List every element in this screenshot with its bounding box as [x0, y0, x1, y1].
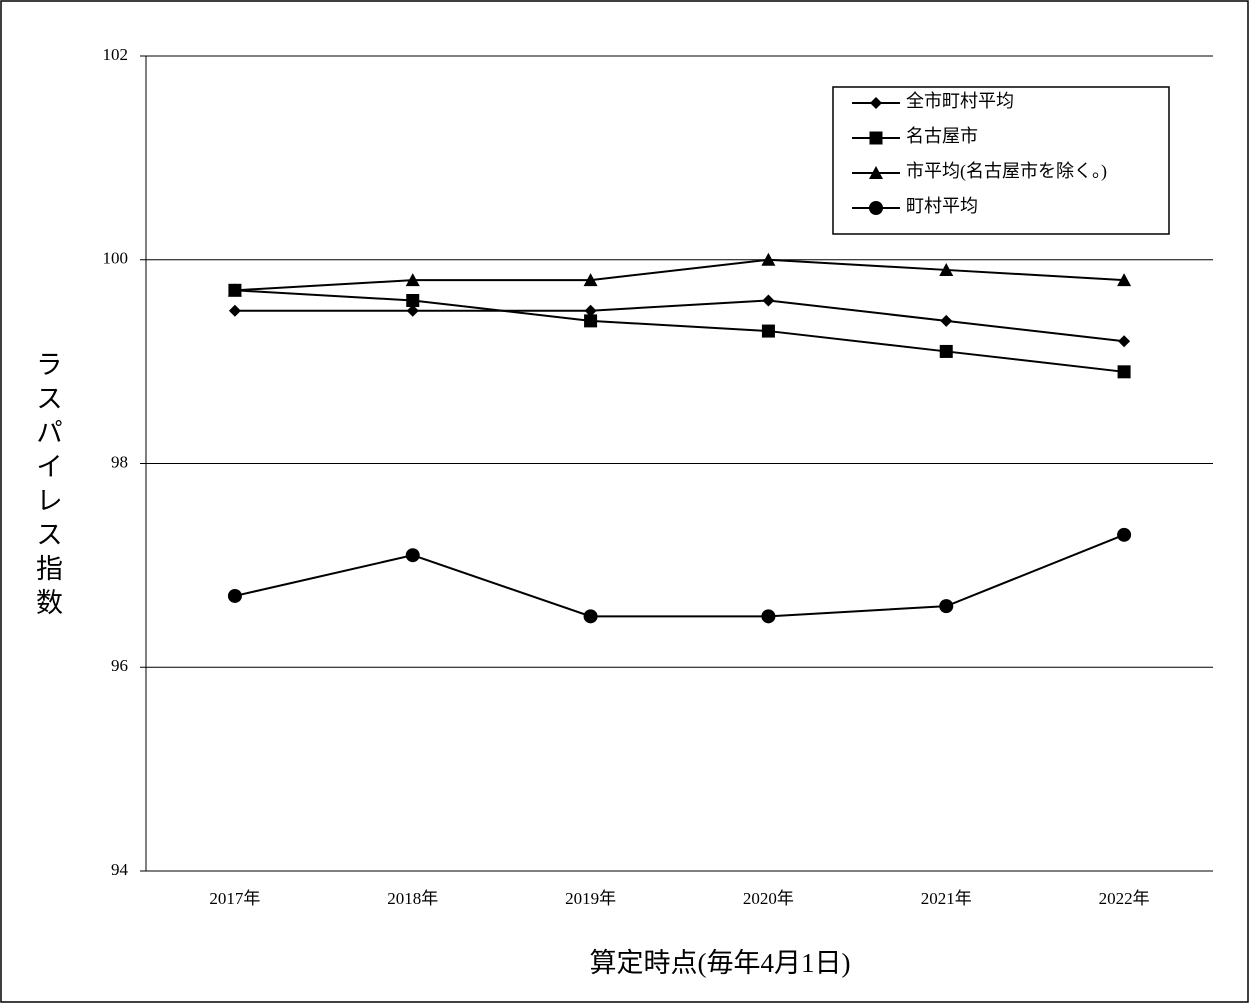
- legend-label: 町村平均: [906, 196, 978, 216]
- data-point: [761, 252, 776, 266]
- legend-marker: [869, 166, 883, 179]
- data-point: [940, 314, 953, 327]
- data-point: [939, 344, 953, 358]
- x-tick-label: 2018年: [387, 889, 438, 908]
- data-point: [1117, 273, 1132, 287]
- data-point: [762, 294, 775, 307]
- x-tick-label: 2021年: [921, 889, 972, 908]
- legend-marker: [869, 201, 883, 215]
- data-point: [583, 273, 598, 287]
- x-tick-label: 2019年: [565, 889, 616, 908]
- data-point: [406, 294, 420, 307]
- data-point: [405, 548, 420, 563]
- legend-label: 市平均(名古屋市を除く。): [906, 161, 1107, 182]
- x-tick-label: 2017年: [209, 889, 260, 908]
- y-tick-label: 100: [103, 249, 129, 268]
- legend-marker: [869, 131, 883, 145]
- data-point: [405, 273, 420, 287]
- legend-label: 全市町村平均: [906, 91, 1014, 111]
- y-axis-title: ラスパイレス指数: [32, 350, 62, 622]
- data-point: [584, 314, 598, 328]
- x-axis-title: 算定時点(毎年4月1日): [590, 948, 851, 978]
- y-tick-label: 102: [103, 45, 129, 64]
- data-point: [761, 324, 775, 338]
- x-tick-label: 2020年: [743, 889, 794, 908]
- data-point: [1117, 527, 1132, 542]
- y-tick-label: 96: [111, 656, 128, 675]
- legend-marker: [870, 97, 882, 109]
- data-point: [227, 283, 242, 297]
- data-point: [939, 599, 954, 614]
- series-line: [234, 533, 1125, 618]
- data-point: [1118, 335, 1131, 348]
- data-point: [583, 609, 598, 624]
- data-point: [939, 262, 954, 276]
- data-point: [761, 609, 776, 624]
- data-point: [584, 304, 597, 317]
- data-point: [227, 588, 242, 603]
- y-tick-label: 94: [111, 860, 129, 879]
- data-point: [1117, 365, 1131, 379]
- y-tick-label: 98: [111, 452, 128, 471]
- legend-label: 名古屋市: [906, 126, 978, 146]
- series-line: [234, 289, 1125, 373]
- legend-box: [832, 86, 1170, 235]
- series-line: [234, 258, 1125, 292]
- data-point: [406, 304, 419, 317]
- series-line: [234, 299, 1125, 343]
- data-point: [228, 304, 241, 317]
- x-tick-label: 2022年: [1099, 889, 1150, 908]
